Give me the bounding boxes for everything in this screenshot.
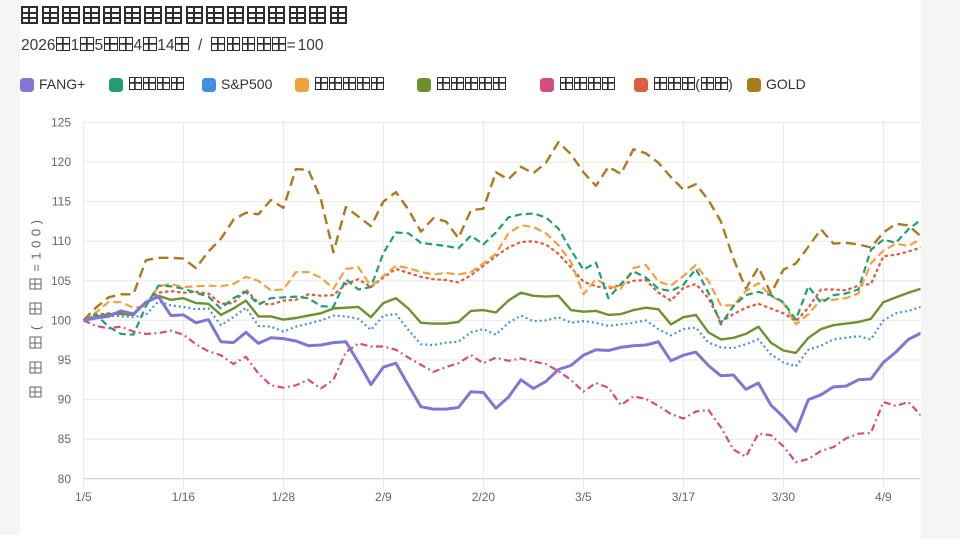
svg-text:80: 80 xyxy=(58,472,72,486)
svg-text:3/30: 3/30 xyxy=(772,490,796,504)
svg-text:125: 125 xyxy=(51,115,71,129)
svg-text:2/20: 2/20 xyxy=(472,490,496,504)
svg-text:115: 115 xyxy=(52,195,71,209)
svg-text:105: 105 xyxy=(51,274,71,288)
svg-text:1/5: 1/5 xyxy=(75,490,92,504)
svg-text:4/9: 4/9 xyxy=(875,490,892,504)
svg-text:2/9: 2/9 xyxy=(375,490,392,504)
svg-text:90: 90 xyxy=(58,393,72,407)
svg-text:110: 110 xyxy=(52,234,71,248)
svg-text:1/16: 1/16 xyxy=(172,490,196,504)
svg-text:120: 120 xyxy=(51,155,71,169)
svg-text:85: 85 xyxy=(58,432,72,446)
svg-text:3/5: 3/5 xyxy=(575,490,592,504)
svg-text:3/17: 3/17 xyxy=(672,490,696,504)
svg-text:95: 95 xyxy=(58,353,72,367)
svg-text:1/28: 1/28 xyxy=(272,490,296,504)
svg-text:100: 100 xyxy=(51,313,71,327)
